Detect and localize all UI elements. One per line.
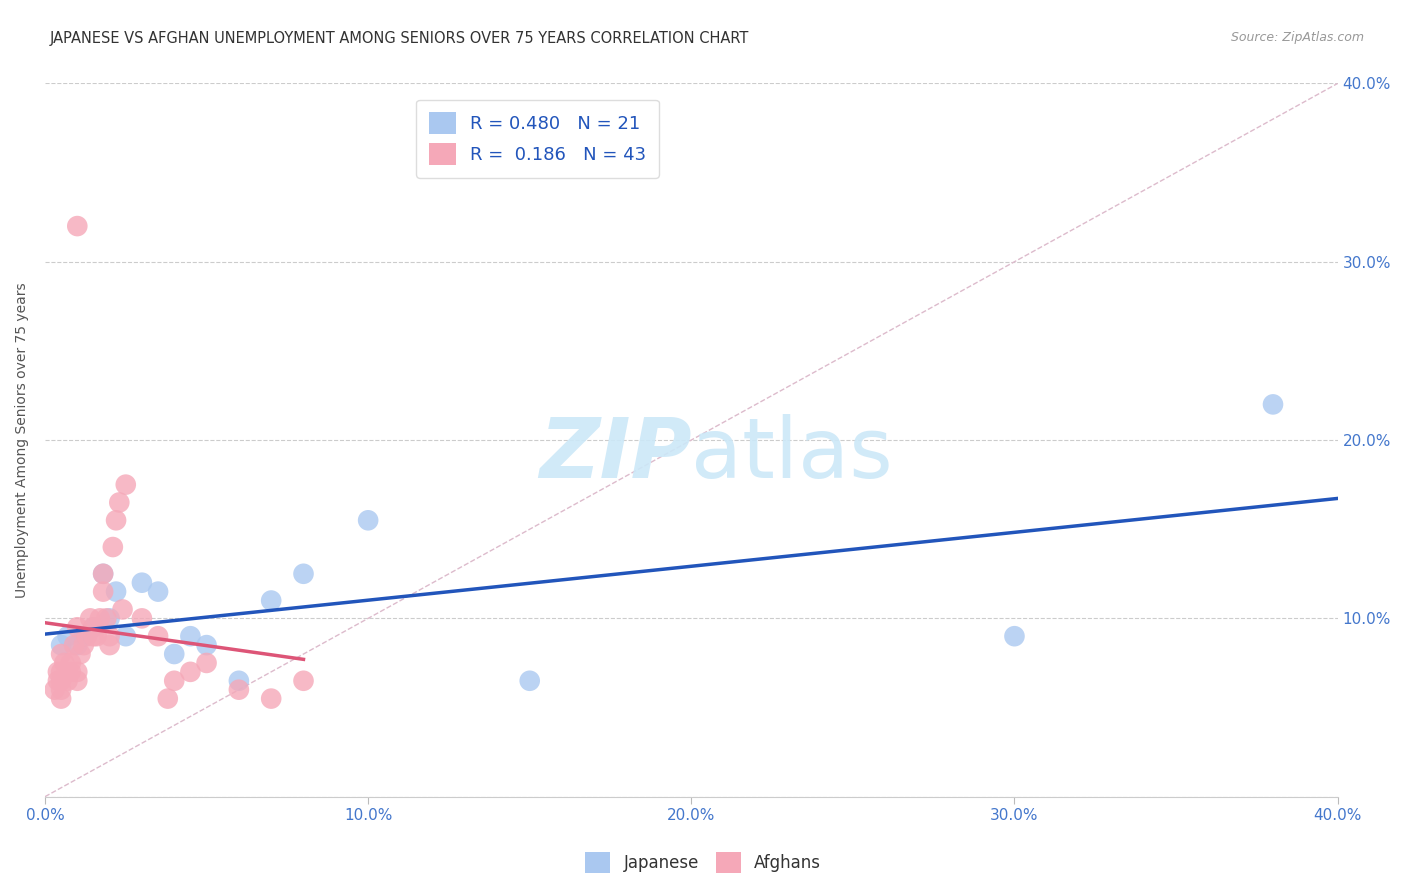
Legend: Japanese, Afghans: Japanese, Afghans bbox=[578, 846, 828, 880]
Point bbox=[111, 602, 134, 616]
Point bbox=[1261, 397, 1284, 411]
Point bbox=[1004, 629, 1026, 643]
Point bbox=[91, 566, 114, 581]
Point bbox=[98, 611, 121, 625]
Point bbox=[228, 673, 250, 688]
Point bbox=[66, 219, 89, 233]
Point bbox=[114, 477, 136, 491]
Point bbox=[156, 691, 179, 706]
Point bbox=[228, 682, 250, 697]
Point bbox=[63, 638, 86, 652]
Point bbox=[49, 665, 72, 679]
Legend: R = 0.480   N = 21, R =  0.186   N = 43: R = 0.480 N = 21, R = 0.186 N = 43 bbox=[416, 100, 659, 178]
Point bbox=[56, 629, 79, 643]
Point bbox=[98, 638, 121, 652]
Point bbox=[73, 638, 96, 652]
Point bbox=[195, 656, 218, 670]
Point bbox=[108, 495, 131, 509]
Point bbox=[519, 673, 541, 688]
Point bbox=[66, 638, 89, 652]
Point bbox=[105, 513, 128, 527]
Point bbox=[44, 682, 66, 697]
Point bbox=[131, 575, 153, 590]
Point bbox=[260, 593, 283, 607]
Point bbox=[195, 638, 218, 652]
Point bbox=[91, 566, 114, 581]
Point bbox=[49, 638, 72, 652]
Point bbox=[59, 656, 82, 670]
Point bbox=[86, 629, 108, 643]
Point bbox=[163, 673, 186, 688]
Point bbox=[91, 584, 114, 599]
Point bbox=[292, 566, 315, 581]
Point bbox=[73, 629, 96, 643]
Point bbox=[66, 665, 89, 679]
Point bbox=[79, 611, 101, 625]
Point bbox=[49, 682, 72, 697]
Point bbox=[146, 629, 169, 643]
Point bbox=[131, 611, 153, 625]
Point bbox=[357, 513, 380, 527]
Point bbox=[66, 620, 89, 634]
Text: JAPANESE VS AFGHAN UNEMPLOYMENT AMONG SENIORS OVER 75 YEARS CORRELATION CHART: JAPANESE VS AFGHAN UNEMPLOYMENT AMONG SE… bbox=[49, 31, 748, 46]
Point bbox=[46, 673, 69, 688]
Point bbox=[179, 629, 201, 643]
Point bbox=[292, 673, 315, 688]
Point bbox=[260, 691, 283, 706]
Point bbox=[49, 647, 72, 661]
Point bbox=[59, 665, 82, 679]
Point bbox=[69, 647, 91, 661]
Point bbox=[163, 647, 186, 661]
Point bbox=[46, 665, 69, 679]
Point bbox=[114, 629, 136, 643]
Point bbox=[66, 673, 89, 688]
Point bbox=[89, 611, 111, 625]
Point bbox=[98, 629, 121, 643]
Point bbox=[82, 620, 104, 634]
Point bbox=[53, 656, 76, 670]
Text: ZIP: ZIP bbox=[538, 414, 692, 495]
Point bbox=[105, 584, 128, 599]
Point bbox=[49, 673, 72, 688]
Point bbox=[82, 629, 104, 643]
Point bbox=[179, 665, 201, 679]
Point bbox=[96, 611, 118, 625]
Text: atlas: atlas bbox=[692, 414, 893, 495]
Point bbox=[76, 629, 98, 643]
Point bbox=[101, 540, 124, 554]
Point bbox=[82, 620, 104, 634]
Text: Source: ZipAtlas.com: Source: ZipAtlas.com bbox=[1230, 31, 1364, 45]
Y-axis label: Unemployment Among Seniors over 75 years: Unemployment Among Seniors over 75 years bbox=[15, 282, 30, 598]
Point bbox=[49, 691, 72, 706]
Point bbox=[146, 584, 169, 599]
Point bbox=[56, 673, 79, 688]
